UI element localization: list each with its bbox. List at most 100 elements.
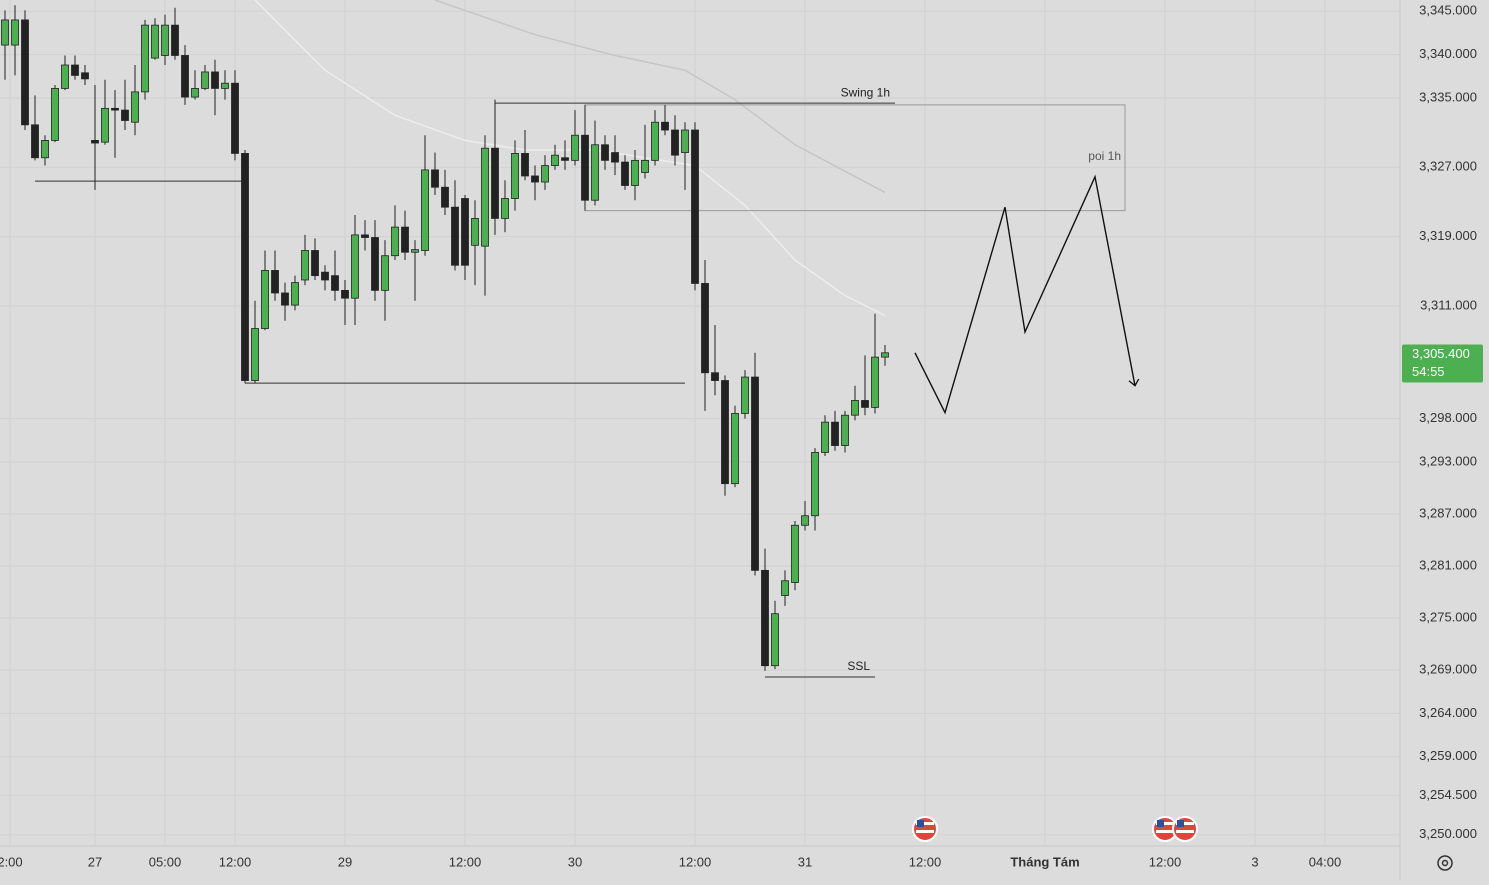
candle-body	[321, 271, 329, 281]
countdown: 54:55	[1412, 364, 1445, 379]
y-tick-label: 3,269.000	[1419, 661, 1477, 676]
axes: 3,345.000 3,340.000 3,335.000 3,327.000 3,31…	[0, 3, 1483, 869]
candle-body	[201, 71, 209, 89]
level-label: Swing 1h	[841, 85, 890, 99]
candle-body	[641, 159, 649, 173]
zone-label: poi 1h	[1088, 149, 1121, 163]
y-tick-label: 3,345.000	[1419, 3, 1477, 18]
y-tick-label: 3,340.000	[1419, 46, 1477, 61]
candle-body	[31, 124, 39, 159]
candle-body	[851, 400, 859, 416]
candle-body	[681, 129, 689, 153]
y-tick-label: 3,264.000	[1419, 705, 1477, 720]
candle-body	[451, 206, 459, 266]
candle-body	[261, 270, 269, 329]
candle-body	[161, 24, 169, 56]
event-flag	[912, 816, 938, 842]
candle-body	[241, 153, 249, 381]
candle-body	[121, 109, 129, 121]
candle-body	[591, 144, 599, 201]
x-tick-label: 12:00	[219, 854, 252, 869]
x-tick-label: 31	[798, 854, 812, 869]
candle-body	[541, 165, 549, 183]
y-tick-label: 3,259.000	[1419, 748, 1477, 763]
candle-body	[251, 328, 259, 381]
y-tick-label: 3,287.000	[1419, 505, 1477, 520]
candle-body	[581, 134, 589, 201]
candle-body	[151, 24, 159, 59]
y-tick-label: 3,293.000	[1419, 453, 1477, 468]
candle-body	[81, 72, 89, 80]
candle-body	[211, 71, 219, 89]
candle-body	[781, 580, 789, 596]
y-tick-label: 3,319.000	[1419, 228, 1477, 243]
x-tick-label: 2:00	[0, 854, 23, 869]
candle-body	[661, 121, 669, 131]
candle-body	[861, 400, 869, 408]
candle-body	[871, 356, 879, 408]
candle-body	[491, 147, 499, 219]
candle-body	[501, 198, 509, 219]
y-tick-label: 3,281.000	[1419, 557, 1477, 572]
candle-body	[331, 275, 339, 291]
candle-body	[841, 414, 849, 446]
candle-body	[531, 175, 539, 183]
candle-body	[441, 186, 449, 208]
candle-body	[231, 82, 239, 154]
candle-body	[281, 292, 289, 306]
candle-body	[751, 376, 759, 571]
candle-body	[131, 91, 139, 123]
x-tick-label: 12:00	[449, 854, 482, 869]
x-tick-label: 12:00	[679, 854, 712, 869]
candle-body	[341, 289, 349, 299]
level-label: SSL	[847, 659, 870, 673]
event-flag	[1172, 816, 1198, 842]
event-flag	[1152, 816, 1178, 842]
candle-body	[21, 19, 29, 126]
x-tick-label: 3	[1251, 854, 1258, 869]
candle-body	[811, 452, 819, 517]
candle-body	[91, 140, 99, 144]
candle-body	[71, 64, 79, 76]
y-tick-label: 3,254.500	[1419, 787, 1477, 802]
candle-body	[291, 282, 299, 306]
candle-body	[311, 250, 319, 277]
x-tick-label: Tháng Tám	[1010, 854, 1079, 869]
moving-average	[434, 0, 886, 194]
candle-body	[461, 198, 469, 266]
candle-body	[41, 140, 49, 159]
candle-body	[191, 88, 199, 98]
candle-body	[221, 82, 229, 89]
candle-body	[11, 19, 19, 46]
candle-body	[471, 218, 479, 246]
candle-body	[631, 159, 639, 186]
candle-body	[601, 144, 609, 161]
candle-body	[351, 234, 359, 299]
candle-body	[551, 154, 559, 166]
candle-body	[141, 24, 149, 93]
candle-body	[761, 569, 769, 667]
candle-body	[101, 107, 109, 143]
settings-icon[interactable]	[1437, 855, 1453, 871]
candle-body	[831, 421, 839, 446]
candle-body	[731, 413, 739, 485]
x-tick-label: 12:00	[909, 854, 942, 869]
y-tick-label: 3,311.000	[1420, 297, 1477, 312]
projection-path	[914, 174, 1135, 415]
candle-body	[821, 421, 829, 453]
candle-body	[771, 613, 779, 667]
candle-body	[561, 157, 569, 161]
y-tick-label: 3,275.000	[1419, 609, 1477, 624]
candle-body	[401, 226, 409, 253]
candle-body	[391, 226, 399, 257]
candle-body	[691, 129, 699, 284]
candle-body	[711, 372, 719, 381]
candle-body	[791, 524, 799, 583]
x-tick-label: 30	[568, 854, 582, 869]
candle-body	[521, 153, 529, 177]
grid	[0, 0, 1400, 846]
candle-body	[621, 161, 629, 186]
x-tick-label: 27	[88, 854, 102, 869]
